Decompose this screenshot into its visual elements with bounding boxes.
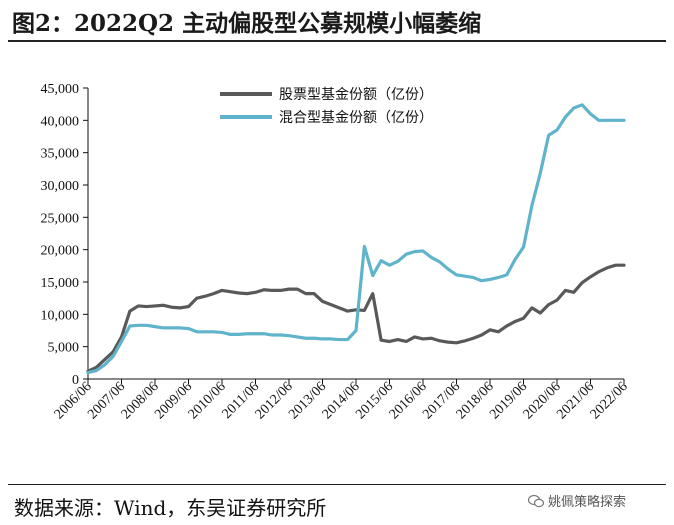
legend-label-2: 混合型基金份额（亿份）: [279, 109, 433, 126]
source-note: 数据来源：Wind，东吴证券研究所: [14, 496, 327, 520]
watermark-label: 姚佩策略探索: [548, 495, 627, 510]
footer-divider: [8, 484, 666, 485]
chart-axes: 0 5,000 10,000 15,000 20,000 25,000 30,000 35,0…: [41, 82, 631, 422]
y-tick-label: 15,000: [41, 276, 80, 291]
wechat-icon: [528, 494, 544, 507]
y-tick-label: 40,000: [41, 114, 80, 129]
page-title: 图2：2022Q2 主动偏股型公募规模小幅萎缩: [12, 10, 482, 37]
series-line-2: [86, 103, 626, 375]
y-tick-label: 35,000: [41, 147, 80, 162]
y-tick-label: 10,000: [41, 308, 80, 323]
title-divider: [8, 40, 666, 42]
chart-legend: 股票型基金份额（亿份） 混合型基金份额（亿份）: [220, 86, 433, 126]
y-tick-label: 45,000: [41, 82, 80, 97]
y-tick-label: 30,000: [41, 179, 80, 194]
legend-label-1: 股票型基金份额（亿份）: [279, 86, 433, 103]
watermark: 姚佩策略探索: [528, 491, 626, 510]
chart-series: [86, 103, 626, 375]
y-tick-label: 25,000: [41, 211, 80, 226]
y-tick-label: 0: [72, 373, 79, 388]
x-tick-label: 2010/06: [186, 379, 229, 422]
y-tick-label: 20,000: [41, 244, 80, 259]
series-line-1: [86, 263, 626, 373]
x-tick-label: 2022/06: [588, 379, 631, 422]
y-tick-label: 5,000: [48, 341, 80, 356]
